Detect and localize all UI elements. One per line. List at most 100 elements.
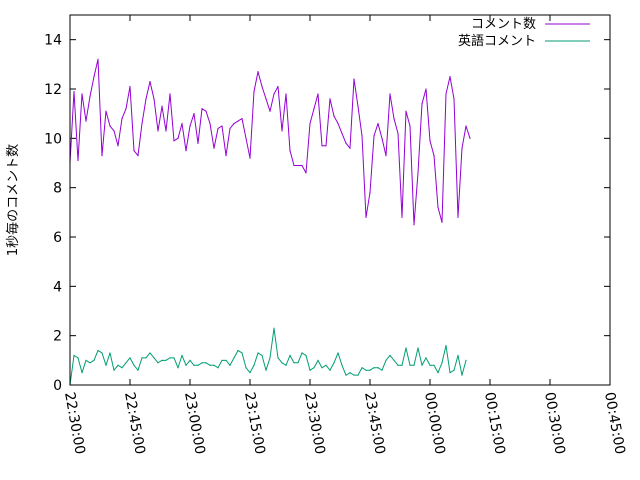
data-point xyxy=(145,357,147,359)
data-point xyxy=(113,130,115,132)
data-point xyxy=(417,172,419,174)
data-point xyxy=(401,364,403,366)
data-point xyxy=(209,122,211,125)
data-point xyxy=(469,137,471,139)
data-point xyxy=(117,364,119,366)
data-point xyxy=(421,364,423,366)
data-point xyxy=(353,374,355,376)
data-point xyxy=(445,93,447,95)
data-point xyxy=(201,362,203,364)
data-point xyxy=(77,357,79,359)
data-point xyxy=(233,122,235,125)
data-point xyxy=(137,155,139,157)
data-point xyxy=(309,122,311,125)
data-point xyxy=(381,137,383,139)
data-point xyxy=(273,93,275,95)
legend-label: 英語コメント xyxy=(458,33,536,49)
data-point xyxy=(301,352,303,354)
y-axis-label: 1秒毎のコメント数 xyxy=(5,144,21,256)
data-point xyxy=(121,118,123,120)
data-point xyxy=(449,372,451,374)
data-point xyxy=(185,364,187,366)
data-point xyxy=(201,108,203,110)
series-lines xyxy=(69,58,471,386)
data-point xyxy=(269,110,271,112)
data-point xyxy=(389,93,391,95)
data-point xyxy=(157,130,159,132)
data-point xyxy=(317,359,319,361)
data-point xyxy=(133,150,135,152)
data-point xyxy=(393,118,395,120)
data-point xyxy=(289,354,291,356)
data-point xyxy=(253,90,255,93)
data-point xyxy=(205,110,207,112)
data-point xyxy=(153,98,155,100)
data-point xyxy=(369,369,371,371)
data-point xyxy=(141,122,143,125)
data-point xyxy=(349,372,351,374)
data-point xyxy=(397,364,399,366)
data-point xyxy=(357,105,359,107)
data-point xyxy=(145,98,147,100)
data-point xyxy=(193,113,195,115)
data-point xyxy=(101,352,103,354)
data-point xyxy=(333,362,335,364)
data-point xyxy=(437,206,439,208)
data-point xyxy=(85,120,87,122)
data-point xyxy=(409,125,411,127)
data-point xyxy=(453,98,455,100)
data-point xyxy=(265,98,267,100)
data-point xyxy=(429,140,431,142)
data-point xyxy=(457,216,459,218)
data-point xyxy=(365,369,367,371)
data-point xyxy=(393,359,395,361)
data-point xyxy=(361,367,363,369)
data-point xyxy=(345,142,347,144)
data-point xyxy=(389,354,391,356)
data-point xyxy=(405,347,407,349)
data-point xyxy=(269,357,271,359)
data-point xyxy=(109,125,111,127)
data-point xyxy=(177,137,179,139)
data-point xyxy=(81,372,83,374)
data-point xyxy=(105,364,107,366)
data-point xyxy=(289,150,291,152)
data-point xyxy=(133,364,135,366)
data-point xyxy=(97,58,99,61)
data-point xyxy=(185,150,187,152)
plot-frame xyxy=(69,14,611,386)
data-point xyxy=(437,372,439,374)
data-point xyxy=(245,137,247,139)
data-point xyxy=(325,364,327,366)
data-point xyxy=(373,367,375,369)
data-point xyxy=(217,367,219,369)
data-point xyxy=(265,369,267,371)
data-point xyxy=(465,125,467,127)
data-point xyxy=(193,364,195,366)
data-point xyxy=(361,135,363,137)
data-point xyxy=(181,354,183,356)
data-point xyxy=(273,327,275,329)
data-point xyxy=(337,122,339,125)
data-point xyxy=(161,359,163,361)
data-point xyxy=(329,98,331,100)
data-point xyxy=(241,352,243,354)
data-point xyxy=(197,364,199,366)
data-point xyxy=(221,125,223,127)
data-point xyxy=(177,367,179,369)
data-point xyxy=(381,369,383,371)
data-point xyxy=(237,120,239,122)
y-tick-label: 6 xyxy=(53,230,62,246)
data-point xyxy=(345,374,347,376)
data-point xyxy=(77,159,79,162)
data-point xyxy=(85,359,87,361)
data-point xyxy=(89,362,91,364)
data-point xyxy=(385,359,387,361)
data-point xyxy=(441,221,443,223)
data-point xyxy=(325,145,327,147)
data-point xyxy=(73,90,75,93)
data-point xyxy=(225,359,227,361)
data-point xyxy=(329,369,331,371)
data-point xyxy=(293,164,295,167)
data-point xyxy=(413,364,415,366)
